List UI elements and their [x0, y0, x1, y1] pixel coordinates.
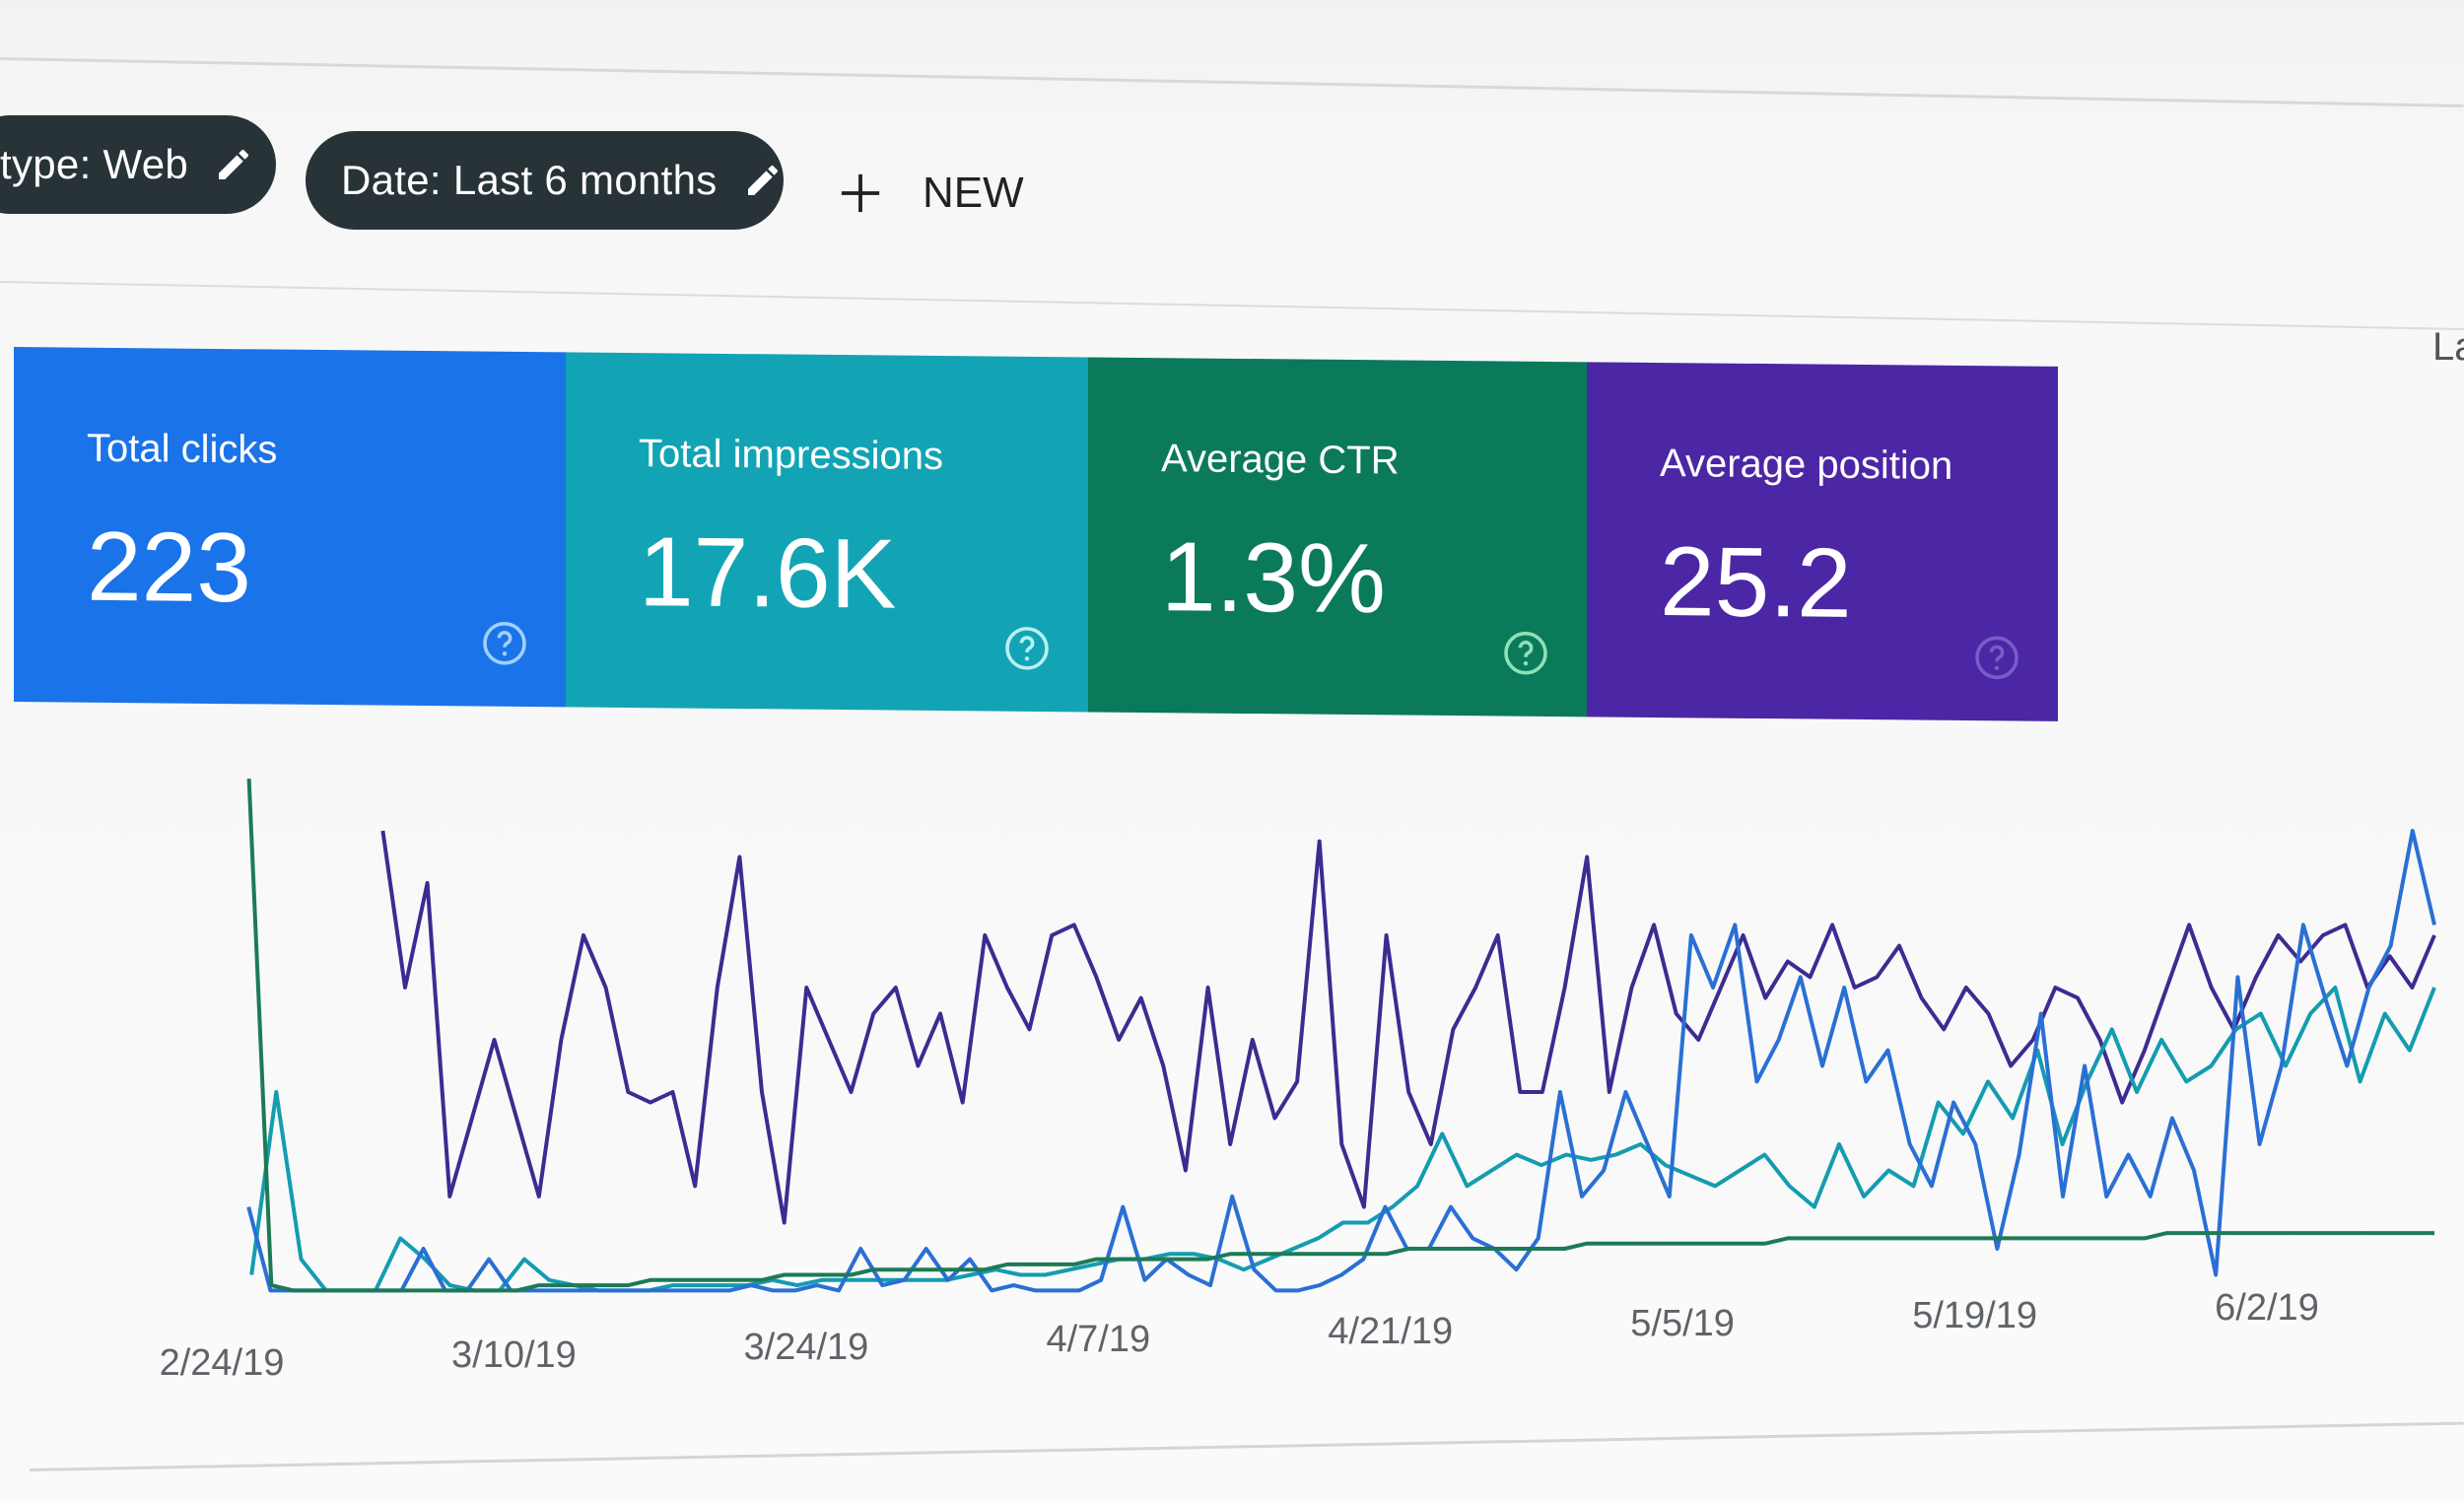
series-line-total-clicks: [246, 829, 2436, 1293]
metric-value: 17.6K: [639, 516, 897, 630]
help-icon[interactable]: [1502, 629, 1549, 676]
x-axis-tick-label: 3/24/19: [744, 1327, 869, 1368]
metric-card-total-impressions[interactable]: Total impressions 17.6K: [566, 352, 1088, 713]
x-axis-tick-label: 2/24/19: [160, 1342, 285, 1384]
search-type-filter-chip[interactable]: type: Web: [0, 115, 276, 214]
help-icon[interactable]: [1973, 634, 2020, 681]
top-edge-divider: [0, 57, 2464, 107]
metric-card-total-clicks[interactable]: Total clicks 223: [14, 347, 566, 708]
x-axis-tick-label: 5/5/19: [1630, 1303, 1735, 1344]
performance-metric-cards: Total clicks 223 Total impressions 17.6K…: [14, 347, 2064, 731]
help-icon[interactable]: [481, 620, 528, 667]
date-filter-chip[interactable]: Date: Last 6 months: [306, 131, 784, 230]
series-line-average-ctr: [246, 778, 2434, 1293]
performance-chart: 2/24/19 3/10/19 3/24/19 4/7/19 4/21/19 5/5/19…: [0, 729, 2464, 1503]
last-updated-text: La: [2432, 325, 2464, 369]
performance-chart-svg: 2/24/19 3/10/19 3/24/19 4/7/19 4/21/19 5/5/19…: [160, 778, 2436, 1384]
x-axis-tick-label: 4/21/19: [1328, 1311, 1453, 1352]
metric-card-average-position[interactable]: Average position 25.2: [1587, 362, 2058, 721]
metric-title: Total impressions: [639, 432, 944, 479]
chart-x-axis-ticks: 2/24/19 3/10/19 3/24/19 4/7/19 4/21/19 5/5/19…: [160, 1287, 2319, 1384]
x-axis-tick-label: 5/19/19: [1912, 1295, 2037, 1336]
date-filter-label: Date: Last 6 months: [341, 157, 718, 203]
x-axis-tick-label: 6/2/19: [2215, 1287, 2319, 1329]
metric-title: Average CTR: [1161, 437, 1400, 483]
metric-title: Total clicks: [87, 426, 278, 472]
new-filter-label: NEW: [923, 169, 1024, 217]
filter-divider: [0, 281, 2464, 330]
help-icon[interactable]: [1003, 625, 1051, 672]
search-type-filter-label: type: Web: [0, 141, 189, 187]
metric-value: 1.3%: [1161, 521, 1386, 635]
x-axis-tick-label: 3/10/19: [451, 1334, 577, 1376]
metric-card-average-ctr[interactable]: Average CTR 1.3%: [1088, 357, 1587, 717]
pencil-icon[interactable]: [214, 145, 253, 184]
series-line-average-position: [380, 830, 2436, 1225]
metric-value: 25.2: [1660, 526, 1852, 639]
filter-bar: type: Web Date: Last 6 months NEW La: [0, 113, 2464, 369]
metric-title: Average position: [1660, 442, 1953, 488]
x-axis-tick-label: 4/7/19: [1046, 1319, 1150, 1360]
pencil-icon[interactable]: [743, 161, 783, 200]
plus-icon: [841, 173, 880, 213]
chart-series-layer: [246, 778, 2436, 1293]
metric-value: 223: [87, 511, 251, 624]
new-filter-button[interactable]: NEW: [838, 159, 1024, 228]
